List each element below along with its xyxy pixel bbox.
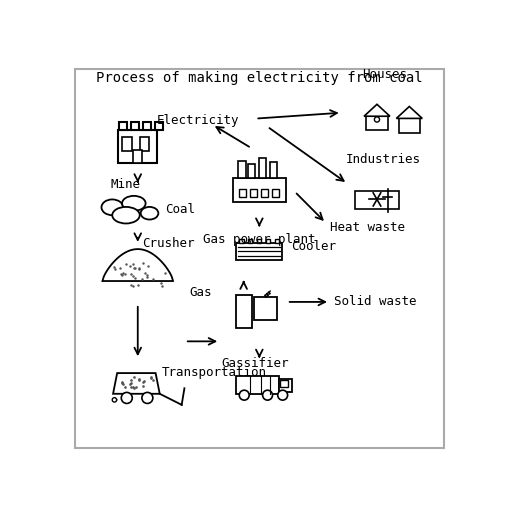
Polygon shape [113, 373, 160, 394]
Text: Electricity: Electricity [157, 114, 239, 127]
FancyBboxPatch shape [236, 294, 251, 328]
Circle shape [239, 390, 248, 400]
FancyBboxPatch shape [275, 239, 279, 243]
FancyBboxPatch shape [398, 118, 419, 133]
Circle shape [262, 390, 272, 400]
FancyBboxPatch shape [355, 191, 398, 209]
FancyBboxPatch shape [118, 130, 157, 163]
FancyBboxPatch shape [269, 162, 277, 178]
FancyBboxPatch shape [238, 161, 245, 178]
Circle shape [374, 117, 379, 122]
Polygon shape [103, 249, 173, 281]
Text: Transportation: Transportation [161, 367, 266, 379]
FancyBboxPatch shape [248, 239, 252, 243]
FancyBboxPatch shape [119, 122, 127, 130]
Ellipse shape [102, 200, 123, 215]
FancyBboxPatch shape [366, 116, 387, 131]
FancyBboxPatch shape [254, 297, 277, 321]
Text: Gas: Gas [189, 286, 212, 298]
Text: Process of making electricity from coal: Process of making electricity from coal [96, 71, 422, 86]
Circle shape [277, 390, 287, 400]
FancyBboxPatch shape [232, 178, 285, 202]
FancyBboxPatch shape [155, 122, 163, 130]
Text: Crusher: Crusher [141, 237, 194, 250]
FancyBboxPatch shape [133, 150, 142, 163]
FancyBboxPatch shape [239, 239, 243, 243]
Text: Heat waste: Heat waste [329, 221, 404, 233]
FancyBboxPatch shape [238, 189, 245, 197]
Text: Coal: Coal [165, 203, 195, 216]
FancyBboxPatch shape [143, 122, 150, 130]
FancyBboxPatch shape [266, 239, 270, 243]
Circle shape [121, 392, 132, 403]
Ellipse shape [112, 207, 139, 223]
FancyBboxPatch shape [261, 189, 267, 197]
FancyBboxPatch shape [271, 189, 278, 197]
Ellipse shape [140, 207, 158, 220]
FancyBboxPatch shape [279, 380, 287, 387]
FancyBboxPatch shape [278, 378, 292, 392]
Text: Gas power plant: Gas power plant [203, 233, 315, 246]
Text: Cooler: Cooler [290, 240, 335, 253]
FancyBboxPatch shape [236, 243, 282, 260]
Text: Gassifier: Gassifier [221, 357, 288, 370]
FancyBboxPatch shape [257, 239, 261, 243]
Ellipse shape [122, 196, 145, 211]
Polygon shape [395, 106, 422, 118]
FancyBboxPatch shape [247, 164, 255, 178]
FancyBboxPatch shape [258, 158, 266, 178]
FancyBboxPatch shape [235, 376, 278, 394]
Text: Solid waste: Solid waste [333, 295, 416, 308]
FancyBboxPatch shape [131, 122, 138, 130]
Circle shape [141, 392, 153, 403]
FancyBboxPatch shape [122, 137, 131, 151]
FancyBboxPatch shape [139, 137, 149, 151]
FancyBboxPatch shape [249, 189, 257, 197]
Text: Houses: Houses [362, 68, 407, 81]
Text: Industries: Industries [345, 153, 420, 166]
Text: Mine: Mine [111, 178, 141, 191]
Polygon shape [363, 104, 389, 116]
